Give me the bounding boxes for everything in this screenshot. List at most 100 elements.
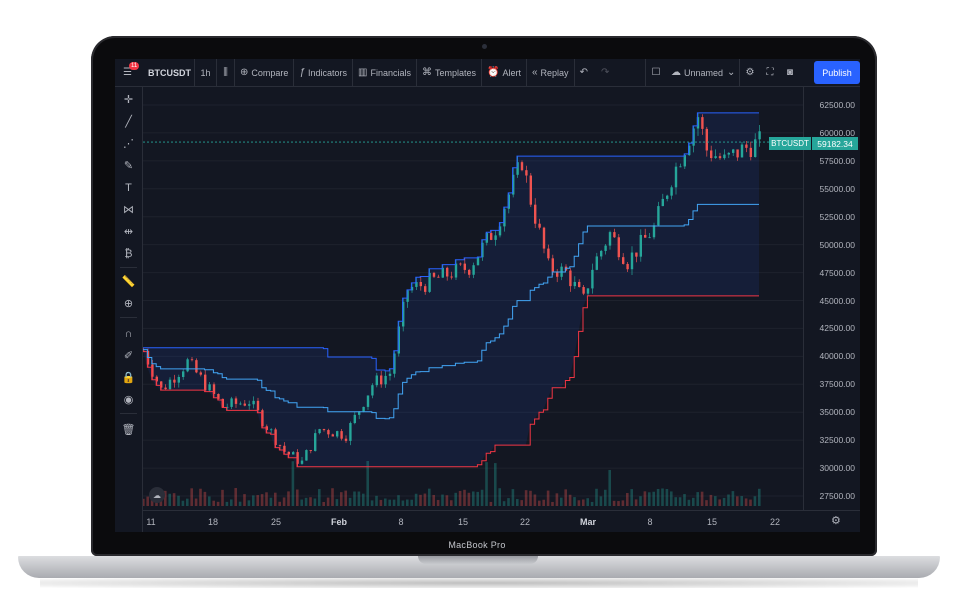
candle-body	[155, 376, 158, 382]
volume-bar	[612, 500, 616, 506]
volume-bar	[388, 499, 391, 506]
volume-bar	[392, 499, 396, 506]
candle-body	[410, 286, 414, 291]
volume-bar	[322, 501, 325, 506]
candle-body	[723, 154, 726, 159]
volume-bar	[168, 493, 171, 506]
volume-bar	[687, 499, 691, 506]
layout-toggle-button[interactable]: ☐	[646, 59, 666, 86]
price-tick-label: 60000.00	[819, 127, 855, 138]
price-axis[interactable]: 62500.00 60000.00 57500.00 55000.00 52500.00…	[803, 87, 860, 510]
magnet-icon[interactable]: ∩	[124, 328, 133, 340]
volume-bar	[199, 488, 202, 506]
candle-body	[701, 117, 704, 129]
volume-bar	[203, 491, 207, 506]
brush-icon[interactable]: ✎	[123, 160, 134, 172]
redo-button[interactable]: ↷	[596, 59, 646, 86]
candle-body	[217, 393, 220, 399]
ruler-icon[interactable]: 📏	[121, 276, 136, 288]
symbol-search[interactable]: BTCUSDT	[143, 59, 195, 86]
laptop-base	[18, 556, 940, 578]
time-axis[interactable]: 11 18 25 Feb 8 15 22 Mar 8 15 22	[143, 510, 860, 532]
chart-type-button[interactable]: ⫼	[217, 59, 235, 86]
volume-bar	[181, 500, 185, 506]
volume-bar	[498, 488, 501, 506]
measure-range-icon[interactable]: ⇹	[123, 226, 134, 238]
candle-body	[490, 233, 493, 240]
undo-button[interactable]: ↶	[575, 59, 596, 86]
candle-body	[375, 375, 378, 386]
lower-band-line	[143, 295, 759, 468]
volume-bar	[300, 499, 303, 506]
candle-body	[195, 360, 198, 373]
volume-bar	[656, 488, 660, 506]
candle-body	[454, 263, 458, 278]
compare-button[interactable]: ⊕ Compare	[235, 59, 295, 86]
bitcoin-icon[interactable]: ₿	[124, 248, 133, 260]
time-tick-label: Mar	[579, 517, 597, 527]
candle-body	[688, 145, 691, 156]
settings-button[interactable]: ⚙	[740, 59, 760, 86]
price-chart[interactable]	[143, 87, 803, 510]
fullscreen-button[interactable]: ⛶	[760, 59, 780, 86]
volume-bar	[313, 498, 317, 506]
volume-bar	[331, 488, 334, 506]
candle-body	[481, 242, 484, 258]
templates-button[interactable]: ⌘ Templates	[417, 59, 483, 86]
square-icon: ☐	[651, 67, 661, 78]
tradingview-logo[interactable]: ☁	[149, 487, 165, 503]
volume-bar	[467, 492, 471, 506]
replay-button[interactable]: «Replay	[527, 59, 575, 86]
candle-body	[639, 234, 642, 257]
text-icon[interactable]: T	[125, 182, 132, 194]
pencil-lock-icon[interactable]: ✐	[123, 350, 134, 362]
menu-button[interactable]: ☰ 11	[115, 59, 143, 86]
candle-body	[727, 152, 730, 155]
candle-body	[705, 128, 708, 151]
price-tick-label: 40000.00	[819, 351, 855, 362]
candle-body	[331, 434, 334, 437]
volume-bar	[164, 490, 167, 506]
price-tick-label: 42500.00	[819, 323, 855, 334]
candle-body	[278, 445, 282, 446]
volume-bar	[744, 498, 748, 506]
candle-body	[424, 286, 427, 292]
volume-bar	[573, 497, 576, 506]
interval-button[interactable]: 1h	[195, 59, 217, 86]
volume-bar	[665, 488, 669, 506]
eye-icon[interactable]: ◉	[123, 394, 134, 406]
pattern-icon[interactable]: ⋈	[123, 204, 134, 216]
candle-body	[608, 232, 612, 246]
crosshair-icon[interactable]: ✛	[123, 94, 134, 106]
alert-button[interactable]: ⏰ Alert	[482, 59, 527, 86]
candle-body	[256, 400, 260, 411]
hamburger-icon: ☰	[123, 67, 132, 78]
chart-settings-gear-icon[interactable]: ⚙	[831, 515, 841, 527]
volume-bar	[577, 500, 581, 506]
candle-body	[586, 288, 590, 294]
layout-name-button[interactable]: ☁ Unnamed ⌄	[666, 59, 740, 86]
indicators-button[interactable]: ƒ Indicators	[294, 59, 353, 86]
candle-body	[406, 290, 409, 302]
price-tick-label: 32500.00	[819, 435, 855, 446]
volume-bar	[511, 489, 515, 506]
lock-icon[interactable]: 🔒	[121, 372, 136, 384]
trash-icon[interactable]: 🗑	[121, 424, 136, 436]
volume-bar	[608, 469, 611, 506]
channel-fill	[143, 112, 759, 467]
publish-button[interactable]: Publish	[814, 61, 860, 84]
volume-bar	[432, 494, 435, 506]
volume-bar	[406, 499, 409, 506]
candle-body	[630, 252, 634, 270]
candle-body	[164, 387, 167, 390]
volume-bar	[458, 490, 462, 506]
screenshot-button[interactable]: ◙	[780, 59, 800, 86]
volume-bar	[516, 499, 519, 506]
financials-button[interactable]: ▥ Financials	[353, 59, 417, 86]
trend-line-icon[interactable]: ╱	[125, 116, 132, 128]
volume-bar	[582, 499, 585, 506]
fib-icon[interactable]: ⋰	[123, 138, 134, 150]
volume-bar	[634, 499, 638, 506]
volume-bar	[212, 500, 215, 506]
zoom-in-icon[interactable]: ⊕	[123, 298, 134, 310]
